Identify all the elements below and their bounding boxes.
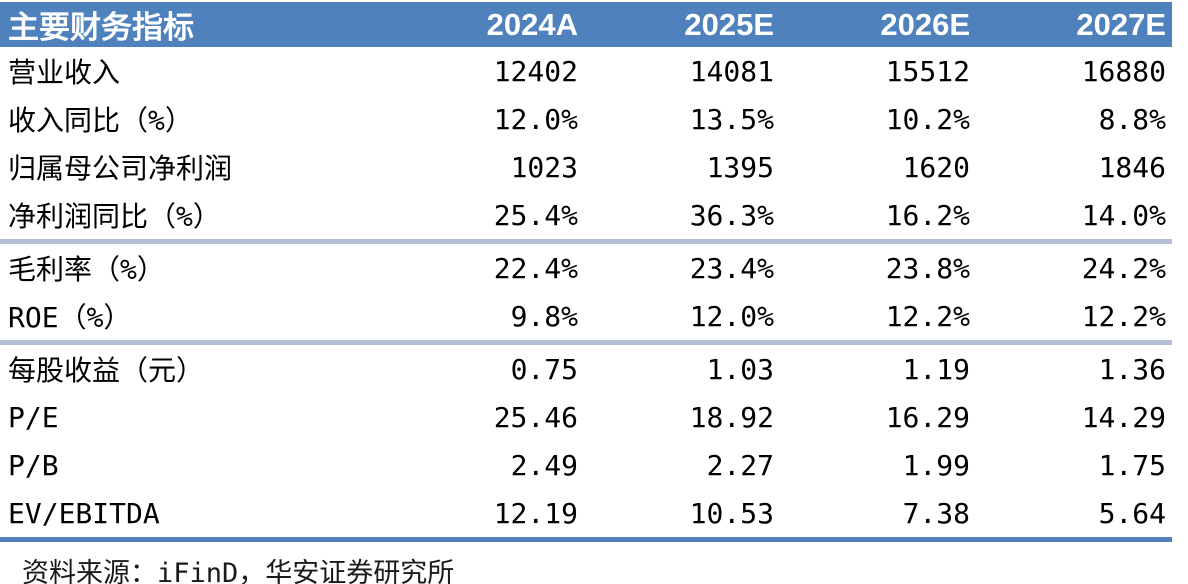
row-label: P/B: [8, 448, 59, 482]
row-label: 净利润同比（%）: [8, 200, 221, 233]
cell-value: 36.3%: [689, 198, 774, 232]
cell-value: 1395: [706, 150, 774, 184]
cell-value: 25.4%: [493, 198, 578, 232]
cell-value: 12.0%: [689, 299, 774, 333]
cell-value: 1.19: [902, 352, 970, 386]
table-row-revenue-yoy: 收入同比（%） 12.0% 13.5% 10.2% 8.8%: [0, 95, 1172, 143]
section-divider: [0, 239, 1172, 244]
table-row-net-profit: 归属母公司净利润 1023 1395 1620 1846: [0, 143, 1172, 191]
cell-value: 1.75: [1098, 448, 1166, 482]
cell-value: 12.19: [493, 496, 578, 530]
cell-value: 16.29: [885, 400, 970, 434]
cell-value: 25.46: [493, 400, 578, 434]
cell-value: 13.5%: [689, 102, 774, 136]
cell-value: 14.0%: [1081, 198, 1166, 232]
cell-value: 9.8%: [510, 299, 578, 333]
row-label: 收入同比（%）: [8, 104, 193, 137]
cell-value: 12402: [493, 54, 578, 88]
cell-value: 1023: [510, 150, 578, 184]
table-title: 主要财务指标: [8, 10, 194, 45]
section-divider: [0, 340, 1172, 345]
cell-value: 1620: [902, 150, 970, 184]
table-row-pe: P/E 25.46 18.92 16.29 14.29: [0, 393, 1172, 441]
column-header-2026e: 2026E: [880, 6, 970, 42]
table-row-net-profit-yoy: 净利润同比（%） 25.4% 36.3% 16.2% 14.0%: [0, 191, 1172, 239]
financial-table: 主要财务指标 2024A 2025E 2026E 2027E 营业收入 1240…: [0, 2, 1172, 542]
cell-value: 14081: [689, 54, 774, 88]
cell-value: 8.8%: [1098, 102, 1166, 136]
cell-value: 7.38: [902, 496, 970, 530]
table-row-pb: P/B 2.49 2.27 1.99 1.75: [0, 441, 1172, 489]
cell-value: 12.2%: [1081, 299, 1166, 333]
row-label: 营业收入: [8, 56, 121, 89]
table-row-ev-ebitda: EV/EBITDA 12.19 10.53 7.38 5.64: [0, 489, 1172, 537]
cell-value: 23.8%: [885, 251, 970, 285]
cell-value: 2.49: [510, 448, 578, 482]
row-label: 归属母公司净利润: [8, 152, 233, 185]
column-header-2024a: 2024A: [486, 6, 578, 42]
cell-value: 14.29: [1081, 400, 1166, 434]
table-row-eps: 每股收益（元） 0.75 1.03 1.19 1.36: [0, 345, 1172, 393]
cell-value: 2.27: [706, 448, 774, 482]
cell-value: 24.2%: [1081, 251, 1166, 285]
row-label: 毛利率（%）: [8, 253, 165, 286]
cell-value: 10.53: [689, 496, 774, 530]
cell-value: 12.2%: [885, 299, 970, 333]
cell-value: 1846: [1098, 150, 1166, 184]
source-note: 资料来源：iFinD，华安证券研究所: [22, 558, 455, 584]
cell-value: 16.2%: [885, 198, 970, 232]
table-row-roe: ROE（%） 9.8% 12.0% 12.2% 12.2%: [0, 292, 1172, 340]
cell-value: 1.03: [706, 352, 774, 386]
cell-value: 12.0%: [493, 102, 578, 136]
cell-value: 5.64: [1098, 496, 1166, 530]
cell-value: 23.4%: [689, 251, 774, 285]
cell-value: 1.99: [902, 448, 970, 482]
row-label: P/E: [8, 400, 59, 434]
row-label: ROE（%）: [8, 301, 132, 334]
column-header-2025e: 2025E: [684, 6, 774, 42]
cell-value: 10.2%: [885, 102, 970, 136]
cell-value: 22.4%: [493, 251, 578, 285]
row-label: EV/EBITDA: [8, 496, 160, 530]
cell-value: 16880: [1081, 54, 1166, 88]
cell-value: 18.92: [689, 400, 774, 434]
table-row-gross-margin: 毛利率（%） 22.4% 23.4% 23.8% 24.2%: [0, 244, 1172, 292]
cell-value: 1.36: [1098, 352, 1166, 386]
cell-value: 0.75: [510, 352, 578, 386]
cell-value: 15512: [885, 54, 970, 88]
row-label: 每股收益（元）: [8, 354, 205, 387]
table-header-row: 主要财务指标 2024A 2025E 2026E 2027E: [0, 2, 1172, 47]
column-header-2027e: 2027E: [1076, 6, 1166, 42]
table-row-revenue: 营业收入 12402 14081 15512 16880: [0, 47, 1172, 95]
